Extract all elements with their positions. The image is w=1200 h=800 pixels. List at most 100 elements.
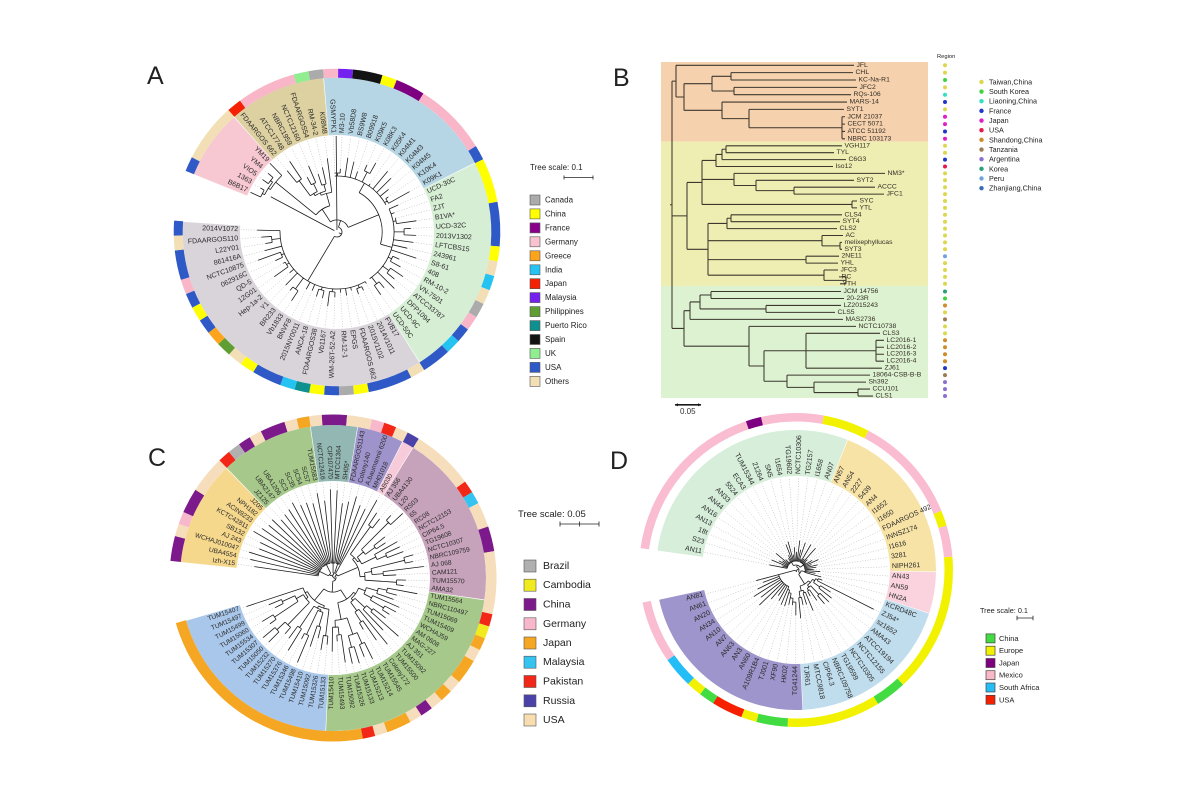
svg-text:CLS1: CLS1 <box>876 393 893 400</box>
svg-text:3281: 3281 <box>891 551 907 560</box>
svg-text:Russia: Russia <box>543 695 575 707</box>
svg-text:LC2016-2: LC2016-2 <box>887 344 917 351</box>
svg-text:2014V1072: 2014V1072 <box>202 225 238 233</box>
svg-text:YTL: YTL <box>860 204 873 211</box>
svg-text:CCU101: CCU101 <box>873 386 899 393</box>
svg-text:Liaoning,China: Liaoning,China <box>989 97 1037 106</box>
svg-text:CLS2: CLS2 <box>840 225 857 232</box>
svg-text:0.05: 0.05 <box>680 407 696 416</box>
svg-text:Izh-X15: Izh-X15 <box>212 557 236 567</box>
svg-text:S23: S23 <box>691 536 705 546</box>
svg-text:Cambodia: Cambodia <box>543 579 591 591</box>
svg-text:CLS3: CLS3 <box>883 330 900 337</box>
svg-text:CLS4: CLS4 <box>845 211 862 218</box>
svg-text:Tanzania: Tanzania <box>989 145 1018 154</box>
svg-text:Japan: Japan <box>543 637 572 649</box>
svg-text:Vb1167: Vb1167 <box>318 330 328 354</box>
svg-text:Europe: Europe <box>999 646 1023 655</box>
svg-text:USA: USA <box>545 363 562 372</box>
svg-text:USA: USA <box>543 714 565 726</box>
svg-text:C6G3: C6G3 <box>849 156 867 163</box>
svg-text:India: India <box>545 265 563 274</box>
svg-text:TG41244: TG41244 <box>792 666 799 695</box>
svg-text:SYT4: SYT4 <box>843 218 860 225</box>
svg-text:ATCC 51192: ATCC 51192 <box>848 128 887 135</box>
svg-text:ZJT: ZJT <box>433 203 447 213</box>
svg-text:Mexico: Mexico <box>999 671 1023 680</box>
svg-text:YTH: YTH <box>843 280 857 287</box>
svg-text:Spain: Spain <box>545 335 565 344</box>
svg-text:XF90: XF90 <box>770 663 780 681</box>
svg-text:TJR61: TJR61 <box>802 665 811 686</box>
svg-text:SYT3: SYT3 <box>845 246 862 253</box>
svg-text:Tree scale: 0.1: Tree scale: 0.1 <box>530 163 583 172</box>
svg-text:Malaysia: Malaysia <box>545 293 577 302</box>
svg-text:TYL: TYL <box>837 149 850 156</box>
svg-text:RM-12-1: RM-12-1 <box>339 331 348 359</box>
svg-text:JFC2: JFC2 <box>860 84 876 91</box>
svg-text:LC2016-4: LC2016-4 <box>887 358 917 365</box>
svg-text:ZJ61: ZJ61 <box>885 365 900 372</box>
svg-text:AN11: AN11 <box>684 545 702 555</box>
svg-text:408: 408 <box>426 268 440 279</box>
svg-text:TUM15570: TUM15570 <box>432 577 465 585</box>
svg-text:Vb58D8: Vb58D8 <box>348 108 359 134</box>
svg-text:HK02: HK02 <box>781 665 790 683</box>
svg-text:B1VA*: B1VA* <box>435 212 456 222</box>
svg-text:C: C <box>148 444 166 472</box>
svg-text:NBRC 103173: NBRC 103173 <box>848 135 892 142</box>
svg-text:Germany: Germany <box>543 618 587 630</box>
svg-text:Region: Region <box>937 54 955 60</box>
svg-text:China: China <box>999 634 1019 643</box>
svg-text:South Korea: South Korea <box>989 87 1029 96</box>
svg-text:LC2016-3: LC2016-3 <box>887 351 917 358</box>
svg-text:NCTC12416: NCTC12416 <box>315 443 326 481</box>
svg-text:TUM15133: TUM15133 <box>318 676 328 709</box>
svg-text:China: China <box>545 209 566 218</box>
svg-text:EPGS: EPGS <box>348 329 358 350</box>
svg-text:18064-CSB-B-B: 18064-CSB-B-B <box>873 372 922 379</box>
svg-text:CECT 5071: CECT 5071 <box>848 121 884 128</box>
svg-text:M3-10: M3-10 <box>339 113 347 133</box>
svg-text:USA: USA <box>999 695 1014 704</box>
svg-text:I1616: I1616 <box>889 540 908 551</box>
svg-text:Shandong,China: Shandong,China <box>989 135 1043 144</box>
svg-text:MARS-14: MARS-14 <box>850 99 880 106</box>
svg-text:CIP107470: CIP107470 <box>326 446 334 480</box>
svg-text:SH05*: SH05* <box>342 460 351 480</box>
svg-text:JCM 14756: JCM 14756 <box>844 288 879 295</box>
svg-text:UCD-32C: UCD-32C <box>436 222 467 230</box>
svg-text:AN59: AN59 <box>890 582 909 592</box>
svg-text:FA2: FA2 <box>430 193 444 204</box>
svg-text:KC-Na-R1: KC-Na-R1 <box>859 77 891 84</box>
svg-text:HN2A: HN2A <box>888 592 908 604</box>
svg-text:WM-26T-52-A2: WM-26T-52-A2 <box>329 331 338 379</box>
svg-text:TG2157: TG2157 <box>805 449 815 475</box>
svg-text:JFC1: JFC1 <box>887 191 903 198</box>
svg-text:AC: AC <box>846 232 856 239</box>
svg-text:2NE11: 2NE11 <box>842 253 862 260</box>
svg-text:I1658: I1658 <box>814 459 825 478</box>
svg-text:Argentina: Argentina <box>989 155 1020 164</box>
svg-text:Peru: Peru <box>989 174 1004 183</box>
svg-text:ACCC: ACCC <box>878 184 897 191</box>
svg-text:Tree scale: 0.1: Tree scale: 0.1 <box>980 606 1028 615</box>
svg-text:AJ 068: AJ 068 <box>431 559 453 569</box>
svg-text:Pakistan: Pakistan <box>543 676 583 688</box>
svg-text:VGH117: VGH117 <box>845 142 871 149</box>
svg-text:20-23R: 20-23R <box>847 295 869 302</box>
svg-text:USA: USA <box>989 126 1004 135</box>
svg-text:Iso12: Iso12 <box>836 163 853 170</box>
svg-text:LZ2015243: LZ2015243 <box>844 302 879 309</box>
svg-text:YHL: YHL <box>841 260 854 267</box>
svg-text:B: B <box>613 64 630 92</box>
svg-text:SN5: SN5 <box>763 464 773 479</box>
svg-text:I1654: I1654 <box>773 458 783 477</box>
svg-text:D: D <box>610 447 628 475</box>
svg-text:Japan: Japan <box>545 279 567 288</box>
svg-text:Sh392: Sh392 <box>869 379 889 386</box>
svg-text:NCTC10306: NCTC10306 <box>795 435 803 474</box>
svg-text:Others: Others <box>545 377 569 386</box>
svg-text:SYT1: SYT1 <box>847 106 864 113</box>
svg-text:Canada: Canada <box>545 196 574 205</box>
